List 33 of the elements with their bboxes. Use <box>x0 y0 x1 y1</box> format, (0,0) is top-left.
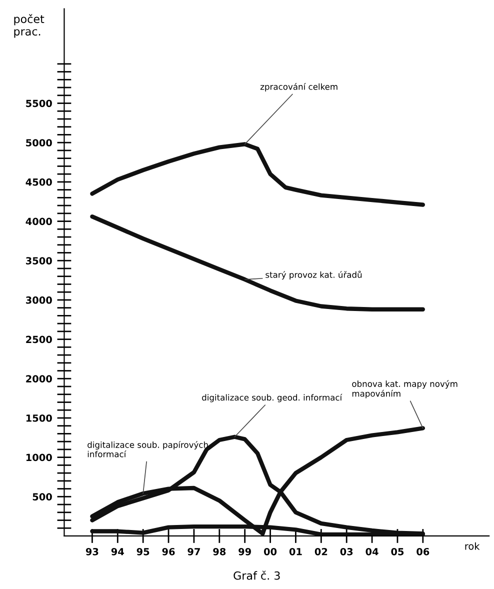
x-tick-label: 99 <box>238 548 251 556</box>
x-tick-label: 06 <box>416 548 430 556</box>
y-tick-label: 2500 <box>26 336 52 344</box>
text: zpracování celkem <box>260 83 338 92</box>
x-tick-label: 93 <box>86 548 98 556</box>
y-tick-label: 3000 <box>26 296 52 304</box>
x-tick-label: 00 <box>264 548 277 556</box>
text: obnova kat. mapy novým mapováním <box>352 380 458 398</box>
y-tick-label: 500 <box>32 493 52 500</box>
y-tick-label: 3500 <box>26 257 52 264</box>
x-tick-label: 96 <box>162 548 175 556</box>
text: digitalizace soub. geod. informací <box>202 394 342 402</box>
y-tick-label: 1500 <box>26 414 52 422</box>
y-tick-label: 2000 <box>26 375 52 382</box>
y-tick-label: 5000 <box>26 139 52 146</box>
x-tick-label: 95 <box>136 548 150 556</box>
y-tick-label: 1000 <box>26 454 52 462</box>
y-tick-label: 5500 <box>26 100 52 108</box>
x-tick-label: 04 <box>366 548 378 556</box>
x-tick-label: 01 <box>289 548 302 556</box>
x-tick-label: 98 <box>213 548 226 556</box>
x-tick-label: 94 <box>111 548 124 556</box>
text: Graf č. 3 <box>234 570 280 580</box>
x-tick-label: 03 <box>340 548 353 556</box>
text: digitalizace soub. papírových informací <box>88 441 208 458</box>
x-tick-label: 05 <box>391 548 404 556</box>
y-tick-label: 4500 <box>26 178 52 186</box>
x-axis-title: rok <box>465 542 480 550</box>
y-tick-label: 4000 <box>26 218 52 226</box>
x-tick-label: 02 <box>314 548 328 556</box>
x-tick-label: 97 <box>188 548 200 556</box>
series-label: starý provoz kat. úřadů <box>266 270 362 280</box>
y-axis-title: počet prac. <box>14 14 44 38</box>
